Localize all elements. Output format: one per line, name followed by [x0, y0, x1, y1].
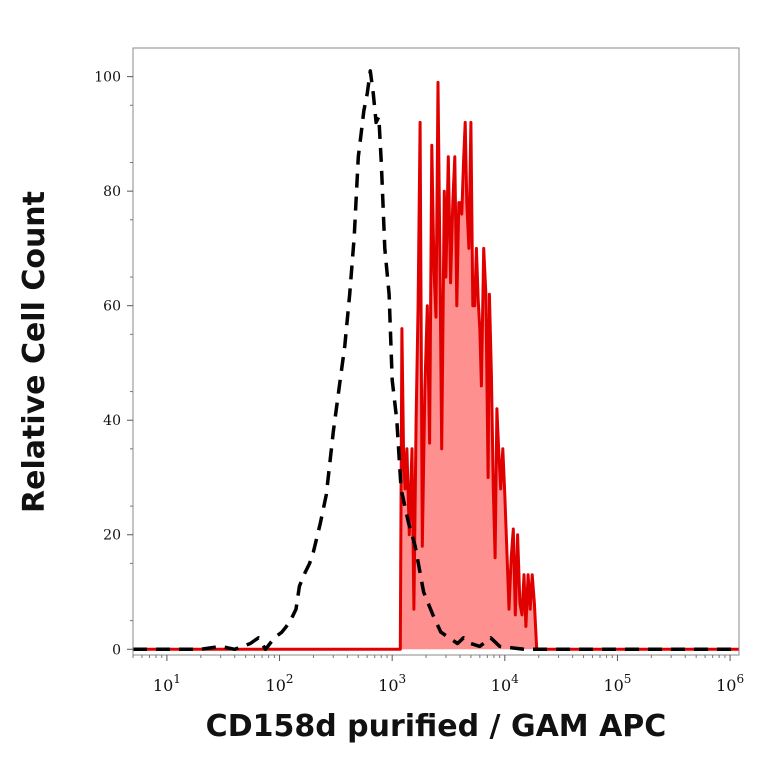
- y-tick-label: 20: [103, 528, 121, 544]
- x-tick-label: 104: [491, 672, 519, 695]
- series-fill-1: [133, 82, 739, 650]
- cd158d-histogram: [133, 80, 739, 651]
- control-histogram: [133, 69, 739, 652]
- y-tick-label: 80: [103, 184, 121, 200]
- y-tick-label: 60: [103, 299, 121, 315]
- series-line-1: [133, 80, 739, 651]
- plot-area-frame: [132, 47, 740, 656]
- x-tick-label: 102: [266, 672, 294, 695]
- x-tick-label: 101: [153, 672, 181, 695]
- y-tick-label: 0: [112, 642, 121, 658]
- y-tick-label: 100: [94, 70, 121, 86]
- y-axis-label: Relative Cell Count: [17, 191, 52, 513]
- x-tick-label: 106: [716, 672, 744, 695]
- x-axis: 101 102 103 104 105 106: [132, 655, 744, 695]
- x-tick-label: 103: [378, 672, 406, 695]
- y-axis: 0 20 40 60 80 100: [94, 70, 133, 658]
- x-axis-label: CD158d purified / GAM APC: [206, 709, 667, 744]
- series-line-0: [133, 69, 739, 652]
- y-tick-label: 40: [103, 413, 121, 429]
- x-tick-label: 105: [603, 672, 631, 695]
